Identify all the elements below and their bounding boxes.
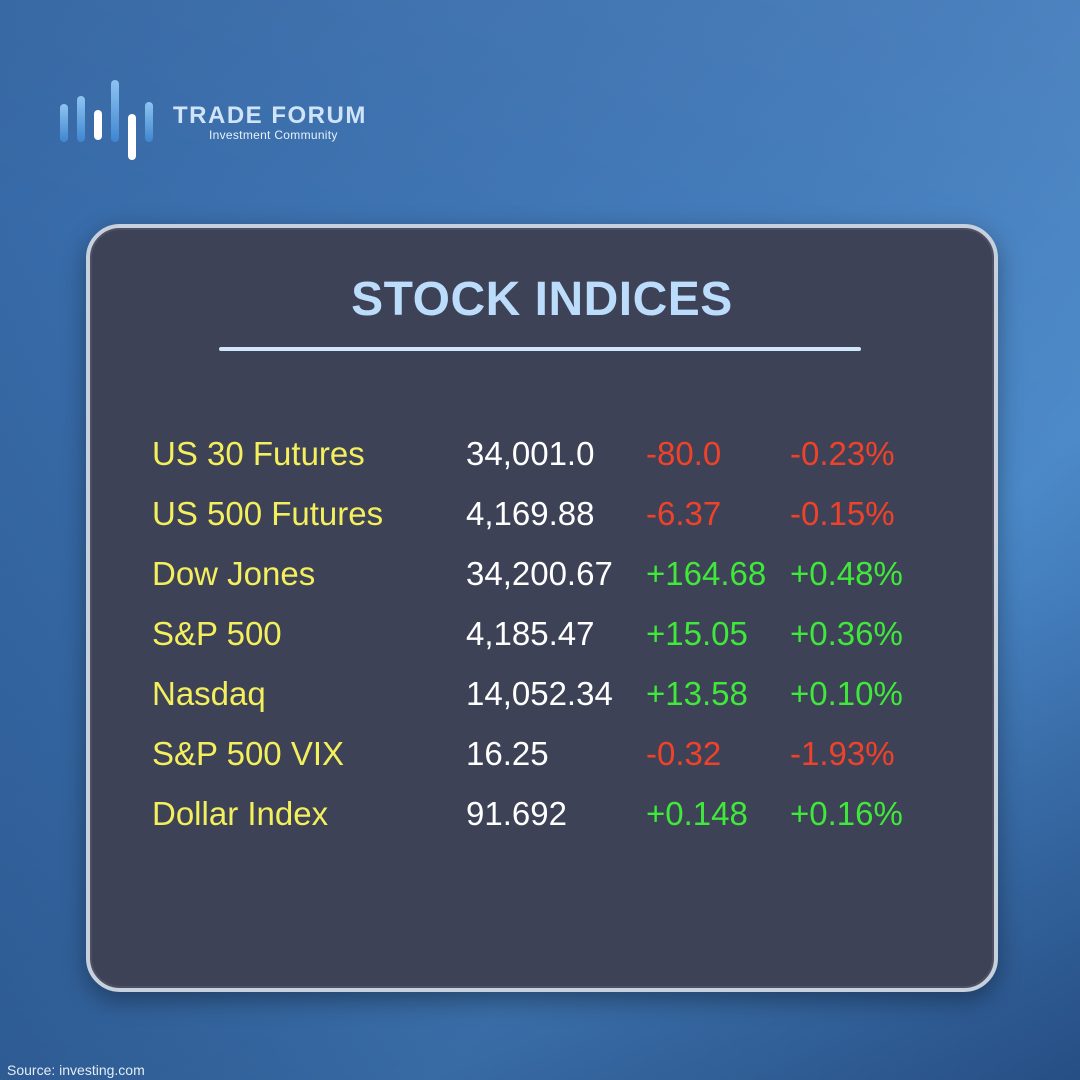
index-change: +0.148 — [646, 795, 748, 832]
index-row: S&P 500 4,185.47 +15.05 +0.36% — [152, 604, 952, 664]
index-percent: +0.36% — [790, 615, 903, 652]
index-name: Nasdaq — [152, 675, 266, 712]
index-change: -0.32 — [646, 735, 722, 772]
index-change: +13.58 — [646, 675, 748, 712]
index-row: Nasdaq 14,052.34 +13.58 +0.10% — [152, 664, 952, 724]
index-name: S&P 500 VIX — [152, 735, 345, 772]
source-note: Source: investing.com — [7, 1062, 145, 1078]
index-price: 16.25 — [466, 735, 549, 772]
index-price: 14,052.34 — [466, 675, 613, 712]
index-percent: +0.16% — [790, 795, 903, 832]
index-change: +164.68 — [646, 555, 767, 592]
index-percent: +0.48% — [790, 555, 903, 592]
indices-table: US 30 Futures 34,001.0 -80.0 -0.23% US 5… — [152, 424, 952, 844]
stock-indices-card: STOCK INDICES US 30 Futures 34,001.0 -80… — [86, 224, 998, 992]
index-price: 34,200.67 — [466, 555, 613, 592]
candlestick-bars-logo-icon — [60, 80, 153, 160]
index-row: Dow Jones 34,200.67 +164.68 +0.48% — [152, 544, 952, 604]
index-name: US 500 Futures — [152, 495, 384, 532]
index-percent: -1.93% — [790, 735, 895, 772]
index-percent: -0.15% — [790, 495, 895, 532]
title-divider — [219, 347, 861, 351]
brand-tagline: Investment Community — [209, 128, 338, 142]
index-price: 4,185.47 — [466, 615, 595, 652]
index-row: S&P 500 VIX 16.25 -0.32 -1.93% — [152, 724, 952, 784]
index-row: US 30 Futures 34,001.0 -80.0 -0.23% — [152, 424, 952, 484]
index-name: Dollar Index — [152, 795, 329, 832]
index-change: -6.37 — [646, 495, 722, 532]
index-row: US 500 Futures 4,169.88 -6.37 -0.15% — [152, 484, 952, 544]
index-row: Dollar Index 91.692 +0.148 +0.16% — [152, 784, 952, 844]
index-percent: -0.23% — [790, 435, 895, 472]
index-name: S&P 500 — [152, 615, 282, 652]
index-percent: +0.10% — [790, 675, 903, 712]
card-title: STOCK INDICES — [351, 273, 733, 326]
index-change: +15.05 — [646, 615, 748, 652]
index-name: US 30 Futures — [152, 435, 365, 472]
index-price: 34,001.0 — [466, 435, 595, 472]
index-name: Dow Jones — [152, 555, 316, 592]
index-change: -80.0 — [646, 435, 722, 472]
brand-name: TRADE FORUM — [173, 102, 367, 129]
index-price: 91.692 — [466, 795, 567, 832]
index-price: 4,169.88 — [466, 495, 595, 532]
